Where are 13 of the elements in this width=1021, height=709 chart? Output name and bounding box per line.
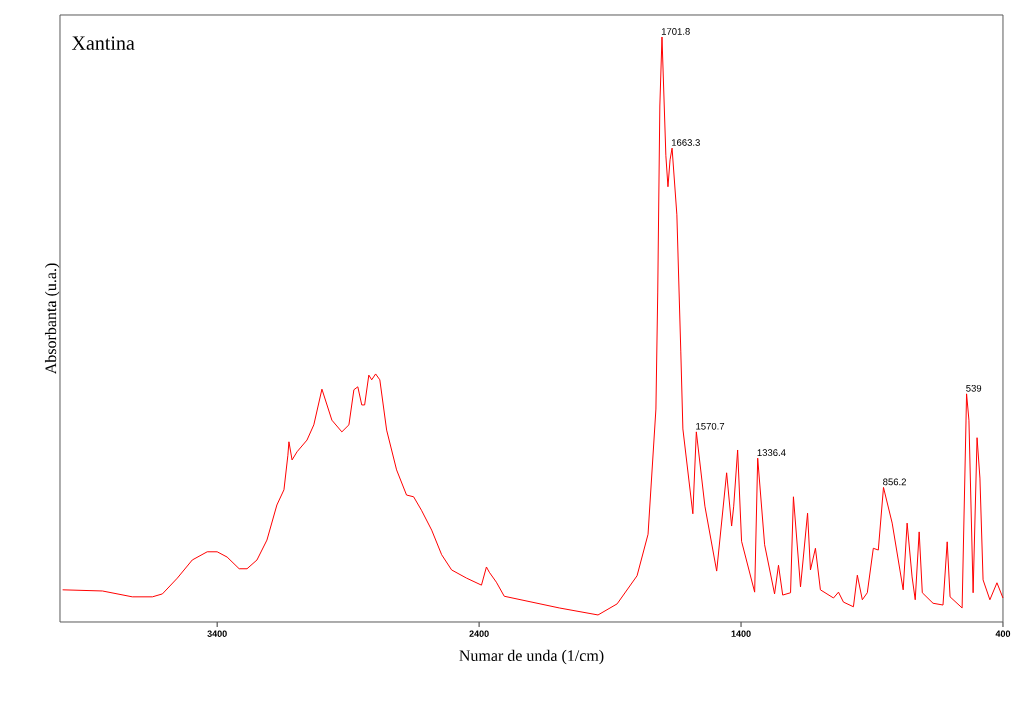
annotation: 1701.8 xyxy=(661,28,690,35)
chart-title: Xantina xyxy=(71,36,135,50)
annotation: 1663.3 xyxy=(671,139,700,146)
x-axis-title: Numar de unda (1/cm) xyxy=(459,649,604,665)
annotation: 1570.7 xyxy=(696,422,725,430)
y-axis-title: Absorbanta (u.a.) xyxy=(44,263,60,375)
annotation: 539 xyxy=(966,384,982,392)
annotation: 856.2 xyxy=(883,478,906,486)
x-tick-label: 400 xyxy=(995,630,1011,637)
annotation: 1336.4 xyxy=(757,449,786,456)
x-tick-label: 2400 xyxy=(469,630,489,637)
x-tick-label: 3400 xyxy=(207,630,227,637)
x-tick-label: 1400 xyxy=(731,630,751,637)
